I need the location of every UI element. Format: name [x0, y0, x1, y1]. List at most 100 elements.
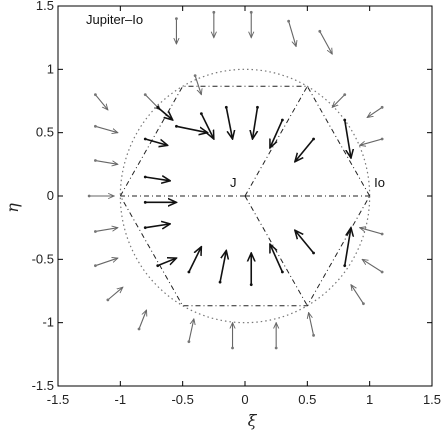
- field-arrow-inner: [343, 119, 351, 158]
- arrow-origin-point: [212, 10, 216, 14]
- chart-title: Jupiter–Io: [86, 12, 143, 27]
- arrow-origin-point: [94, 93, 97, 97]
- arrow-origin-point: [362, 302, 365, 306]
- field-arrow-inner: [343, 228, 351, 266]
- arrow-origin-point: [318, 29, 322, 33]
- y-axis-title: η: [3, 203, 22, 213]
- arrow-origin-point: [156, 105, 160, 109]
- annotation-jupiter: J: [230, 175, 237, 190]
- arrow-origin-point: [249, 283, 253, 287]
- arrow-origin-point: [143, 93, 147, 97]
- arrow-origin-point: [281, 270, 284, 274]
- x-tick-label: 0: [241, 392, 248, 407]
- arrow-origin-point: [94, 124, 97, 128]
- x-tick-label: -0.5: [171, 392, 193, 407]
- arrow-origin-point: [199, 112, 203, 116]
- field-arrow-inner: [295, 230, 315, 254]
- arrow-origin-point: [281, 118, 284, 122]
- arrow-origin-point: [137, 327, 141, 331]
- arrow-origin-point: [193, 74, 197, 78]
- y-tick-label: 1.5: [36, 0, 54, 13]
- field-arrow-outer: [188, 319, 194, 342]
- field-arrow-outer: [95, 228, 117, 233]
- arrow-origin-point: [143, 137, 147, 141]
- arrow-origin-point: [287, 19, 291, 23]
- arrow-origin-point: [187, 270, 191, 274]
- field-arrow-outer: [107, 287, 123, 301]
- field-arrow-inner: [270, 119, 284, 148]
- field-arrow-outer: [319, 31, 332, 54]
- x-tick-label: -1: [115, 392, 127, 407]
- field-arrow-outer: [367, 106, 383, 117]
- arrow-origin-point: [312, 251, 315, 255]
- field-arrow-outer: [360, 228, 383, 235]
- field-arrow-outer: [94, 94, 107, 110]
- x-tick-label: 1: [366, 392, 373, 407]
- y-tick-label: 0.5: [36, 125, 54, 140]
- arrow-origin-point: [343, 118, 347, 122]
- field-arrow-outer: [95, 125, 117, 132]
- arrow-origin-point: [143, 175, 147, 179]
- field-arrow-outer: [288, 21, 296, 46]
- x-tick-label: 0.5: [298, 392, 316, 407]
- arrow-origin-point: [249, 10, 253, 14]
- arrow-origin-point: [143, 200, 147, 204]
- field-arrow-outer: [95, 159, 117, 165]
- y-tick-label: -0.5: [32, 251, 54, 266]
- arrow-origin-point: [312, 137, 315, 141]
- arrow-origin-point: [380, 105, 384, 109]
- field-arrow-inner: [176, 125, 207, 132]
- arrow-origin-point: [343, 93, 347, 97]
- field-arrow-outer: [309, 313, 315, 336]
- arrow-origin-point: [94, 264, 97, 268]
- y-tick-label: -1: [42, 315, 54, 330]
- x-axis-title: ξ: [248, 411, 258, 430]
- field-arrow-inner: [295, 138, 315, 162]
- arrow-origin-point: [143, 226, 147, 230]
- reference-spoke-line: [244, 86, 308, 197]
- field-arrow-inner: [157, 258, 177, 267]
- field-arrow-inner: [225, 107, 232, 139]
- field-arrow-inner: [157, 106, 173, 120]
- field-arrow-outer: [362, 259, 383, 273]
- field-arrow-outer: [138, 310, 146, 330]
- arrow-origin-point: [224, 105, 228, 109]
- field-arrow-inner: [145, 177, 170, 181]
- x-tick-label: 1.5: [423, 392, 441, 407]
- arrow-origin-point: [94, 159, 97, 162]
- reference-spoke-line: [244, 195, 308, 306]
- x-tick-label: -1.5: [47, 392, 69, 407]
- arrow-origin-point: [380, 270, 384, 274]
- arrow-origin-point: [175, 17, 178, 21]
- arrow-origin-point: [380, 232, 384, 236]
- arrow-origin-point: [87, 194, 91, 198]
- field-arrow-outer: [351, 285, 364, 304]
- arrow-origin-point: [156, 264, 160, 268]
- arrow-origin-point: [256, 105, 259, 109]
- y-tick-label: -1.5: [32, 378, 54, 393]
- y-tick-label: 1: [47, 61, 54, 76]
- arrow-origin-point: [380, 137, 384, 141]
- arrow-origin-point: [274, 346, 278, 350]
- field-arrow-inner: [219, 250, 226, 283]
- arrow-origin-point: [94, 230, 97, 233]
- field-arrow-outer: [360, 138, 383, 145]
- x-axis: -1.5 -1 -0.5 0 0.5 1 1.5: [47, 6, 441, 407]
- arrow-origin-point: [218, 280, 222, 284]
- plot-area: [57, 5, 433, 387]
- arrow-origin-point: [106, 298, 110, 302]
- arrow-origin-point: [231, 346, 234, 350]
- annotation-io: Io: [374, 175, 385, 190]
- field-arrow-outer: [194, 75, 201, 95]
- field-arrow-inner: [270, 244, 284, 273]
- field-arrow-inner: [252, 107, 257, 139]
- y-tick-label: 0: [47, 188, 54, 203]
- field-arrow-inner: [188, 247, 201, 273]
- reference-hexagon: [119, 85, 371, 307]
- field-arrow-outer: [95, 258, 117, 267]
- field-arrow-outer: [332, 94, 346, 108]
- field-arrow-inner: [145, 224, 170, 228]
- arrow-origin-point: [175, 124, 178, 128]
- arrow-origin-point: [312, 333, 315, 337]
